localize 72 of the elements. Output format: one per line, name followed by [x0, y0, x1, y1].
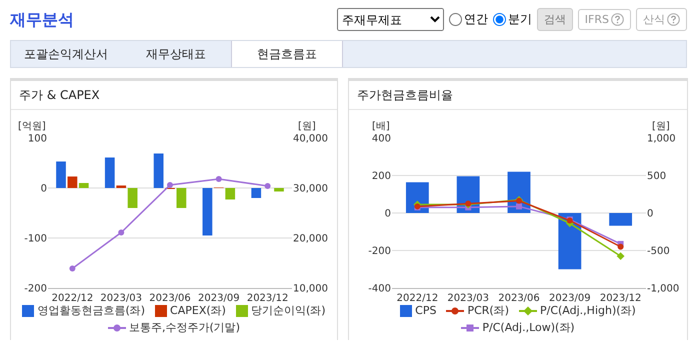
bar: [78, 183, 89, 188]
y2-tick-label: 40,000: [293, 134, 328, 144]
chart-title: 주가 & CAPEX: [11, 81, 337, 110]
legend-label: PCR(좌): [466, 303, 509, 318]
bar: [609, 213, 632, 226]
legend-label: 영업활동현금흐름(좌): [36, 303, 146, 318]
point: [118, 230, 124, 236]
bar: [251, 188, 262, 198]
x-tick-label: 2022/12: [396, 293, 438, 304]
y2-tick-label: 500: [647, 171, 666, 182]
bar: [128, 188, 138, 208]
y-axis-title: [배]: [372, 121, 390, 132]
text: 현금흐름표: [231, 41, 343, 67]
legend-label: CPS: [414, 303, 436, 318]
x-tick-label: 2023/03: [447, 293, 489, 304]
y-tick-label: -100: [24, 234, 47, 244]
point: [264, 183, 271, 189]
x-tick-label: 2023/12: [246, 293, 288, 304]
y-tick-label: 0: [384, 208, 391, 220]
x-tick-label: 2022/12: [52, 293, 94, 304]
legend-label: P/C(Adj.,High)(좌): [539, 303, 636, 318]
text: 주재무제표: [336, 8, 444, 31]
point: [167, 182, 173, 188]
x-tick-label: 2023/12: [600, 293, 642, 304]
text: 재무상태표: [145, 46, 207, 63]
y-tick-label: 0: [40, 184, 47, 194]
y-tick-label: -200: [368, 246, 391, 257]
y2-axis-title: [원]: [298, 121, 316, 132]
chart-title: 주가현금흐름비율: [349, 81, 687, 110]
text: 검색: [536, 8, 573, 31]
text: 분기: [506, 11, 532, 28]
legend-label: 보통주,수정주가(기말): [128, 320, 240, 335]
bar: [68, 176, 78, 188]
point: [616, 252, 624, 260]
legend-label: P/C(Adj.,Low)(좌): [481, 320, 575, 335]
legend-label: CAPEX(좌): [169, 303, 226, 318]
text: 포괄손익계산서: [23, 46, 109, 63]
text: 산식: [636, 8, 687, 31]
bar: [274, 188, 284, 192]
point: [216, 176, 222, 182]
text: IFRS: [578, 9, 631, 30]
bar: [104, 158, 115, 188]
x-tick-label: 2023/09: [198, 293, 240, 304]
x-tick-label: 2023/03: [100, 293, 142, 304]
y2-tick-label: -500: [647, 246, 670, 257]
bar: [225, 188, 236, 200]
y-tick-label: -200: [24, 284, 47, 294]
y-tick-label: 100: [28, 134, 47, 144]
bar: [176, 188, 186, 208]
legend-label: 당기순이익(좌): [250, 303, 326, 318]
text: 연간: [462, 11, 488, 28]
y2-tick-label: 10,000: [293, 284, 328, 294]
point: [69, 266, 76, 272]
point: [618, 244, 624, 250]
y2-tick-label: 20,000: [293, 234, 328, 244]
y2-tick-label: 0: [647, 208, 654, 220]
bar: [154, 154, 164, 188]
point: [516, 203, 522, 210]
y-tick-label: -400: [368, 284, 391, 294]
y2-tick-label: 30,000: [293, 184, 328, 194]
x-tick-label: 2023/06: [149, 293, 191, 304]
bar: [202, 188, 212, 236]
y-tick-label: 400: [372, 134, 391, 144]
y2-tick-label: 1,000: [647, 134, 676, 144]
text: 재무분석: [10, 10, 74, 31]
bar: [56, 162, 66, 188]
y-tick-label: 200: [372, 171, 391, 182]
y-axis-title: [억원]: [18, 121, 46, 132]
x-tick-label: 2023/09: [549, 293, 591, 304]
y2-axis-title: [원]: [652, 121, 670, 132]
x-tick-label: 2023/06: [498, 293, 540, 304]
y2-tick-label: -1,000: [647, 284, 680, 294]
